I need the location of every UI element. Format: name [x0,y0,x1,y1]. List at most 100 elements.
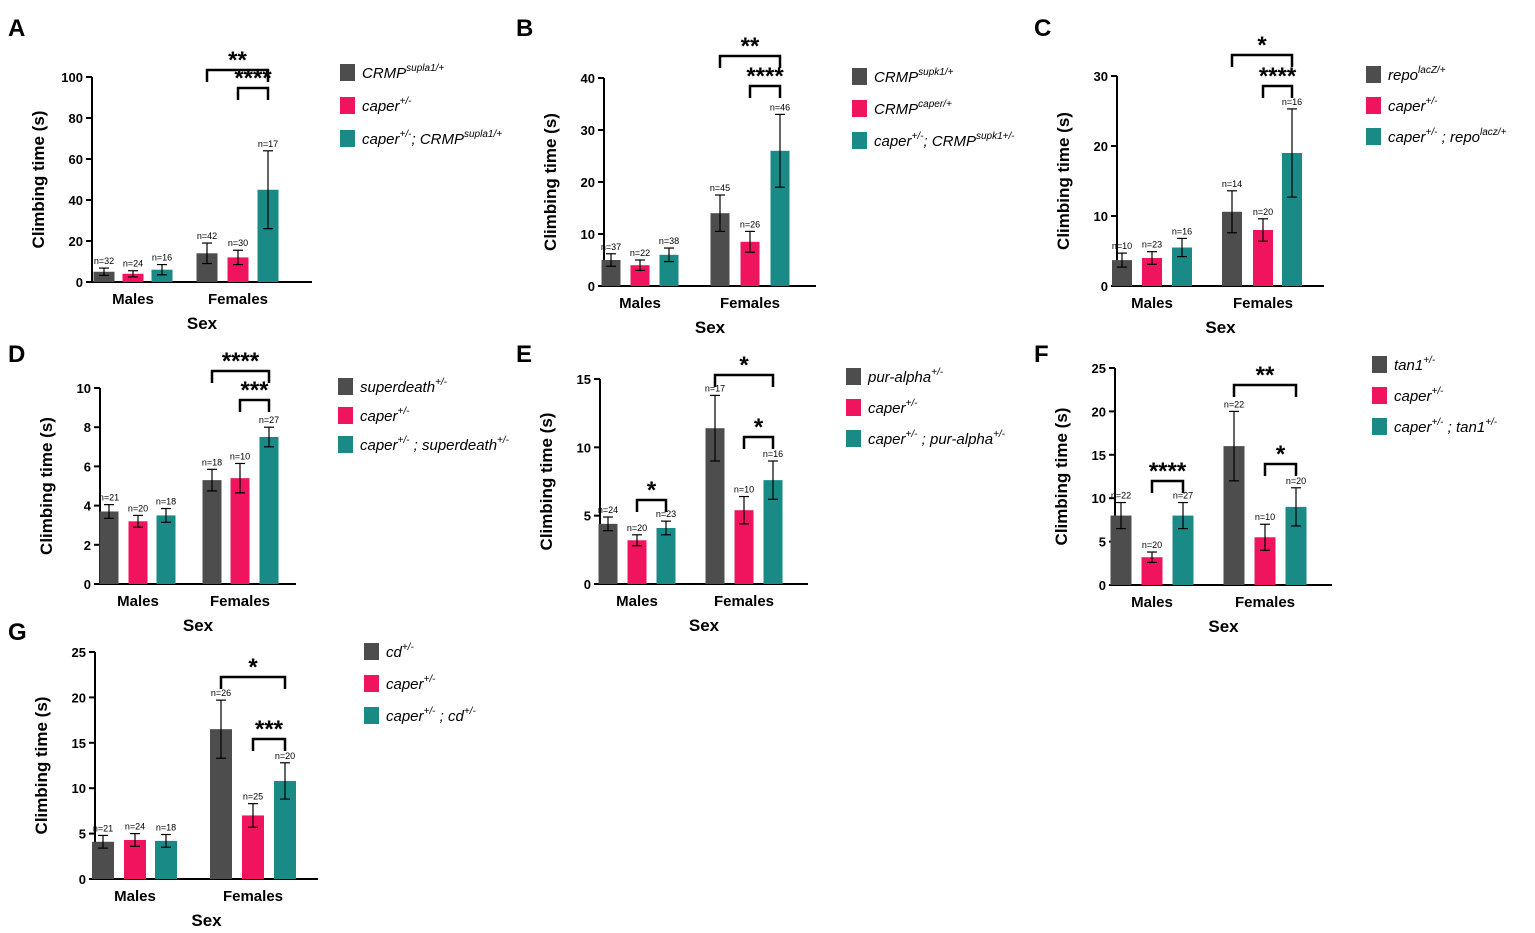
bar-teal [1172,515,1194,585]
significance-bracket [205,68,270,82]
significance-bracket [1230,53,1294,67]
n-label: n=26 [740,219,760,229]
n-label: n=18 [156,823,176,833]
significance-bracket [635,498,668,512]
chart-panel-d: D 0 2 4 6 8 10 Climbing time (s) Sex Males n=21 n=2… [8,341,510,635]
legend-superscript: +/- [435,377,448,388]
y-tick-label: 25 [72,645,86,660]
panel-label: B [516,15,533,42]
y-tick-label: 25 [1092,361,1106,376]
x-axis-title: Sex [689,616,720,635]
legend-prefix-superscript: +/- [424,706,437,717]
significance-stars: **** [1259,63,1297,90]
n-label: n=10 [1255,512,1275,522]
legend-label: caper+/- ; pur-alpha+/- [868,429,1006,448]
n-label: n=30 [228,238,248,248]
y-axis-title: Climbing time (s) [29,111,48,249]
legend-superscript: lacZ/+ [1418,65,1446,76]
legend-label: caper+/- [1394,386,1444,405]
legend-name: repo [1388,67,1418,84]
legend-name: cd [386,644,403,661]
legend-name: caper [362,98,401,115]
bar-pink [1253,230,1273,286]
bar-pink [1142,258,1162,286]
category-label: Females [1233,295,1293,312]
n-label: n=22 [630,248,650,258]
legend-swatch-teal [338,436,353,453]
legend-superscript: caper/+ [918,99,952,110]
x-axis-title: Sex [1205,318,1236,337]
legend-prefix-superscript: +/- [400,129,413,140]
legend-name: tan1 [1394,357,1423,374]
legend-superscript: +/- [424,674,437,685]
bar-pink [1254,537,1276,585]
significance-bracket [251,737,287,751]
bar-teal [155,840,177,879]
y-tick-label: 20 [69,234,83,249]
legend-prefix: caper [874,133,913,150]
n-label: n=21 [93,823,113,833]
bar-teal [151,269,173,282]
n-label: n=24 [123,259,143,269]
y-tick-label: 10 [77,381,91,396]
y-axis-title: Climbing time (s) [32,697,51,835]
significance-stars: ** [741,33,760,60]
legend-superscript: supk1/+ [918,67,953,78]
y-tick-label: 0 [76,275,83,290]
legend-swatch-grey [1366,66,1381,83]
legend-name: ; CRMP [411,131,464,148]
legend-label: caper+/- [386,674,436,693]
panel-label: C [1034,15,1051,42]
chart-panel-a: A 0 20 40 60 80 100 Climbing time (s) Sex Males n=… [8,15,502,333]
bar-pink [230,478,250,584]
legend-swatch-pink [1366,97,1381,114]
legend-prefix-superscript: +/- [1426,127,1439,138]
bar-grey [1223,446,1245,585]
significance-bracket [1261,84,1294,98]
significance-bracket [742,435,775,449]
y-tick-label: 10 [72,781,86,796]
significance-stars: * [1257,32,1267,59]
legend-name: pur-alpha [867,369,931,386]
y-tick-label: 80 [69,111,83,126]
significance-bracket [713,373,775,387]
significance-bracket [238,398,271,412]
legend-superscript: +/- [398,406,411,417]
bar-teal [156,515,176,584]
n-label: n=10 [734,485,754,495]
n-label: n=22 [1224,399,1244,409]
legend-name: CRMP [874,69,918,86]
legend-swatch-teal [1372,418,1387,435]
legend-swatch-pink [846,399,861,416]
category-label: Males [616,593,658,610]
n-label: n=21 [99,493,119,503]
y-tick-label: 5 [584,509,591,524]
n-label: n=18 [156,497,176,507]
y-tick-label: 2 [84,538,91,553]
legend-superscript: +/- [931,367,944,378]
n-label: n=22 [1111,491,1131,501]
n-label: n=20 [1253,207,1273,217]
y-axis-title: Climbing time (s) [541,113,560,251]
n-label: n=18 [202,457,222,467]
legend-name: caper [1388,98,1427,115]
n-label: n=20 [1286,476,1306,486]
y-tick-label: 100 [61,70,83,85]
n-label: n=46 [770,102,790,112]
legend-swatch-grey [852,68,867,85]
significance-stars: * [1276,441,1286,468]
n-label: n=23 [1142,240,1162,250]
legend-label: CRMPcaper/+ [874,99,952,118]
n-label: n=16 [152,253,172,263]
significance-bracket [1263,462,1298,476]
category-label: Females [714,593,774,610]
bar-pink [122,273,144,282]
y-tick-label: 15 [1092,448,1106,463]
bar-pink [627,540,647,584]
category-label: Females [208,291,268,308]
chart-panel-f: F 0 5 10 15 20 25 Climbing time (s) Sex Males n=22… [1034,341,1498,636]
n-label: n=10 [230,451,250,461]
y-tick-label: 60 [69,152,83,167]
legend-swatch-teal [852,132,867,149]
